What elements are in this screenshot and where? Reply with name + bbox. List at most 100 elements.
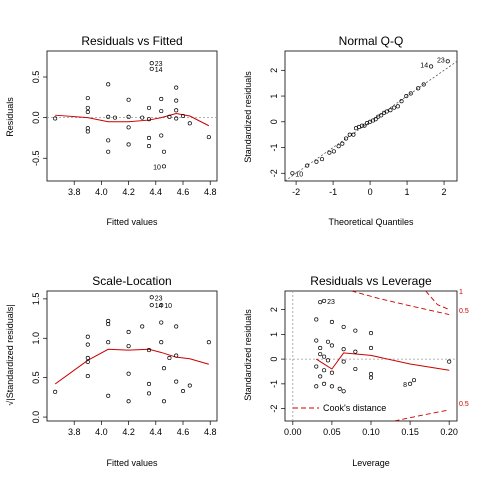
y-tick-label: 2 [269, 307, 279, 312]
data-point [421, 82, 426, 87]
data-point [353, 366, 358, 372]
smooth-line [54, 348, 209, 385]
x-tick-label: 3.8 [68, 187, 81, 197]
data-point [314, 317, 319, 322]
x-tick-label: 0.10 [362, 427, 380, 437]
data-point [384, 109, 389, 114]
data-point [318, 374, 323, 379]
data-point [379, 113, 384, 118]
data-point [329, 319, 334, 325]
data-point [404, 93, 409, 99]
smooth-line [316, 352, 450, 371]
x-tick-label: 4.2 [122, 427, 135, 437]
cooks-distance-contour [394, 409, 450, 421]
data-point [187, 121, 192, 126]
data-point [362, 123, 367, 128]
data-point [85, 355, 90, 361]
data-point [126, 114, 131, 119]
data-point [146, 348, 152, 353]
data-point [341, 359, 346, 364]
data-point [85, 109, 90, 114]
data-point [322, 381, 327, 386]
data-point [353, 349, 358, 354]
data-point [174, 98, 179, 103]
data-point [408, 381, 413, 386]
x-tick-label: 4.6 [177, 427, 190, 437]
data-point [167, 114, 172, 119]
data-point [329, 384, 334, 389]
data-point [322, 368, 327, 373]
data-point [373, 117, 378, 122]
data-point [146, 117, 152, 122]
data-point [206, 135, 211, 140]
data-point [337, 386, 342, 391]
qq-reference-line [285, 60, 457, 181]
data-point [314, 384, 319, 389]
data-point [174, 353, 179, 358]
data-point [174, 85, 179, 90]
data-point [318, 352, 323, 357]
data-point [85, 105, 90, 110]
data-point [106, 322, 111, 327]
plot-area [53, 295, 211, 404]
y-tick-label: 0 [269, 119, 279, 124]
x-tick-label: 4.4 [150, 427, 163, 437]
panel-title: Residuals vs Leverage [310, 274, 432, 288]
data-point [336, 144, 341, 149]
data-point [411, 378, 417, 383]
x-axis-label: Fitted values [106, 217, 158, 227]
data-point [159, 303, 164, 308]
data-point [341, 389, 346, 394]
cooks-distance-contour [425, 291, 450, 310]
y-tick-label: 0 [269, 357, 279, 362]
data-point [146, 105, 152, 110]
y-tick-label: 2 [269, 68, 279, 73]
data-point [327, 150, 332, 155]
data-point [85, 359, 90, 364]
cooks-contour-label: 1 [459, 289, 463, 296]
data-point [329, 343, 334, 348]
data-point [341, 324, 346, 329]
data-point [290, 171, 295, 176]
y-tick-label: 0.0 [31, 411, 41, 424]
data-point [180, 113, 186, 119]
y-axis-label: √|Standardized residuals| [5, 304, 15, 405]
data-point [106, 149, 111, 154]
point-label: 14 [420, 62, 428, 69]
x-axis-label: Leverage [352, 458, 390, 468]
data-point [53, 116, 58, 121]
data-point [126, 371, 131, 376]
data-point [429, 64, 434, 69]
y-tick-label: -2 [269, 405, 279, 413]
data-point [53, 389, 58, 394]
data-point [146, 144, 152, 149]
data-point [368, 375, 374, 380]
data-point [359, 123, 364, 128]
y-tick-label: -2 [269, 169, 279, 177]
data-point [319, 157, 325, 162]
x-tick-label: 4.2 [122, 187, 135, 197]
panel-normal-qq: Normal Q-Q Theoretical Quantiles Standar… [243, 34, 458, 227]
plot-frame [46, 290, 218, 422]
data-point [146, 391, 152, 396]
data-point [112, 115, 118, 120]
data-point [140, 324, 145, 329]
data-point [85, 126, 90, 131]
data-point [180, 389, 186, 394]
data-point [174, 379, 179, 384]
data-point [159, 96, 164, 101]
data-point [85, 129, 90, 134]
y-tick-label: -1 [269, 380, 279, 388]
x-tick-label: 4.8 [204, 427, 217, 437]
plot-frame [284, 50, 458, 182]
data-point [416, 86, 421, 91]
data-point [399, 99, 404, 104]
y-tick-label: 0.5 [31, 371, 41, 384]
point-label: 23 [437, 57, 445, 64]
x-tick-label: 4.4 [150, 187, 163, 197]
data-point [174, 108, 179, 113]
data-point [388, 108, 393, 113]
panel-title: Normal Q-Q [339, 34, 404, 48]
y-tick-label: -0.5 [31, 150, 41, 166]
data-point [149, 61, 154, 66]
